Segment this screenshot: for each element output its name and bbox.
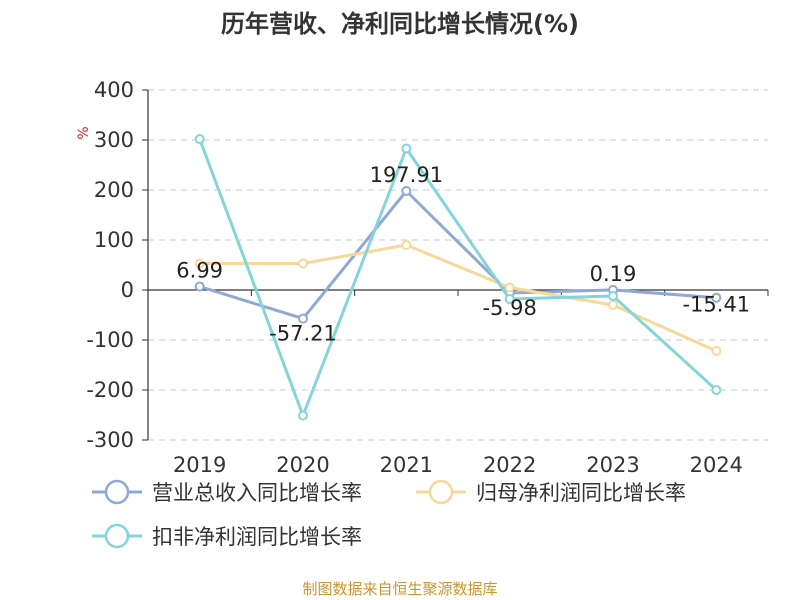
y-axis-ticks: 400 300 200 100 0 -100 -200 -300 [86,78,148,452]
source-note: 制图数据来自恒生聚源数据库 [302,580,497,598]
x-tick-label: 2024 [690,453,743,477]
y-tick-label: 400 [94,78,134,102]
data-point [711,346,722,356]
series-line [199,189,717,321]
axes [147,90,769,440]
y-axis-unit: % [76,126,92,139]
data-point [608,291,618,301]
legend-item[interactable]: 归母净利润同比增长率 [416,479,686,505]
y-tick-label: -300 [86,428,134,452]
data-point [711,385,722,395]
data-point [401,240,412,250]
legend-item[interactable]: 营业总收入同比增长率 [92,479,362,505]
data-point [194,134,205,144]
x-tick-label: 2023 [586,453,639,477]
legend-label: 营业总收入同比增长率 [152,481,362,505]
data-point [401,143,412,154]
legend-marker-icon [104,523,130,549]
x-tick-label: 2022 [483,453,536,477]
legend-marker-icon [104,479,130,505]
x-tick-label: 2021 [380,453,433,477]
data-point [298,258,308,269]
series-1 [194,186,722,324]
y-tick-label: 300 [94,128,134,152]
legend-label: 扣非净利润同比增长率 [152,525,362,549]
y-tick-label: 100 [94,228,134,252]
x-tick-label: 2019 [173,453,226,477]
legend-marker-icon [428,479,454,505]
data-labels: 6.99 -57.21 197.91 -5.98 0.19 -15.41 [176,163,750,346]
data-point [401,186,412,197]
data-point [711,292,722,303]
x-axis-ticks: 2019 2020 2021 2022 2023 2024 [173,453,743,477]
data-point [298,410,308,421]
data-point [298,313,308,324]
data-point [194,258,205,269]
chart-title: 历年营收、净利同比增长情况(%) [221,10,579,38]
y-tick-label: -100 [86,328,134,352]
data-point [608,300,618,310]
y-tick-label: -200 [86,378,134,402]
data-point [504,282,515,293]
data-label: 197.91 [370,163,443,187]
series-3 [194,134,722,421]
x-tick-label: 2020 [276,453,329,477]
y-tick-label: 0 [121,278,134,302]
data-point [504,294,515,304]
series-line [198,138,718,417]
legend-item[interactable]: 扣非净利润同比增长率 [92,523,362,549]
data-label: -15.41 [682,293,750,317]
data-label: -57.21 [269,322,337,346]
data-label: 6.99 [176,259,223,283]
legend-label: 归母净利润同比增长率 [476,481,686,505]
y-tick-label: 200 [94,178,134,202]
data-label: -5.98 [482,296,536,320]
data-point [194,281,205,292]
series-lines [194,134,722,421]
data-label: 0.19 [590,262,637,286]
